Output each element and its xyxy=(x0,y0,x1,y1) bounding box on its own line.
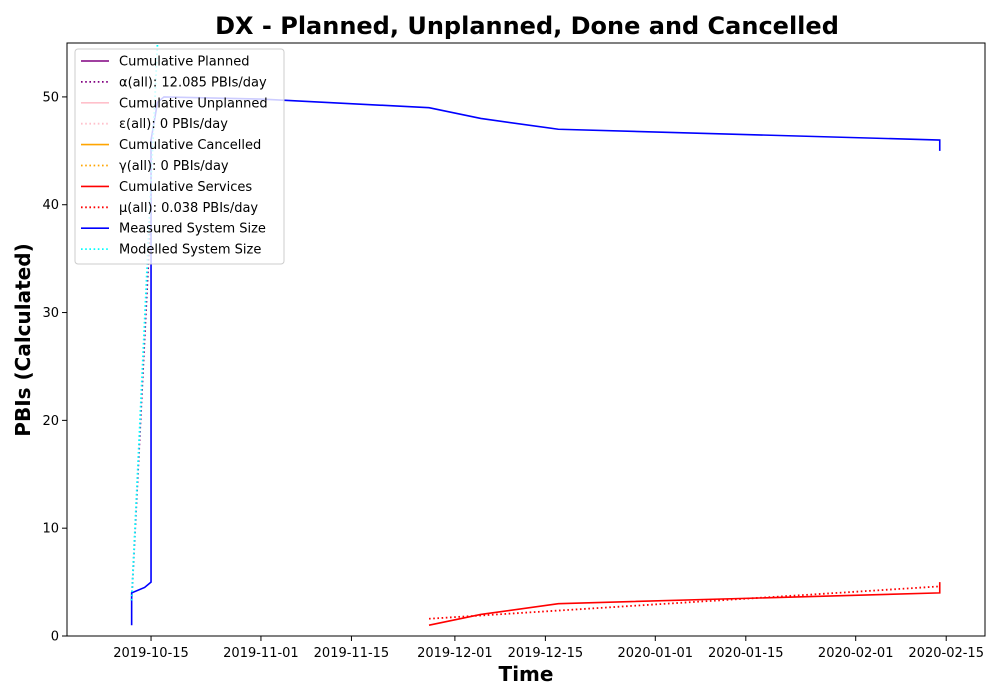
x-tick-label: 2019-11-15 xyxy=(314,646,390,661)
legend-label: Cumulative Planned xyxy=(119,55,249,70)
legend-label: γ(all): 0 PBIs/day xyxy=(119,159,229,174)
legend-label: Cumulative Unplanned xyxy=(119,96,268,111)
series-line-modelled-system-size xyxy=(130,43,159,601)
legend-label: Modelled System Size xyxy=(119,243,261,258)
legend: Cumulative Planned α(all): 12.085 PBIs/da… xyxy=(74,48,285,265)
plot-frame xyxy=(66,42,986,637)
x-tick-label: 2019-10-15 xyxy=(113,646,189,661)
x-tick-label: 2020-01-01 xyxy=(618,646,694,661)
y-tick-label: 30 xyxy=(42,306,59,321)
x-axis-label: Time xyxy=(499,662,554,686)
legend-label: Cumulative Cancelled xyxy=(119,138,261,153)
chart-title: DX - Planned, Unplanned, Done and Cancel… xyxy=(215,12,839,40)
legend-label: α(all): 12.085 PBIs/day xyxy=(119,75,267,90)
x-tick-label: 2020-01-15 xyxy=(708,646,784,661)
y-tick-label: 40 xyxy=(42,198,59,213)
axis-ticks: 2019-10-15 2019-11-01 2019-11-15 2019-12-01… xyxy=(42,90,984,661)
x-tick-label: 2020-02-01 xyxy=(818,646,894,661)
y-axis-label: PBIs (Calculated) xyxy=(11,243,35,436)
legend-label: μ(all): 0.038 PBIs/day xyxy=(119,201,258,216)
series-line-cumulative-services xyxy=(428,582,941,627)
y-tick-label: 0 xyxy=(51,630,59,645)
x-tick-label: 2019-12-15 xyxy=(508,646,584,661)
y-tick-label: 20 xyxy=(42,414,59,429)
x-tick-label: 2019-12-01 xyxy=(417,646,493,661)
x-tick-label: 2020-02-15 xyxy=(908,646,984,661)
y-tick-label: 10 xyxy=(42,522,59,537)
legend-label: ε(all): 0 PBIs/day xyxy=(119,117,228,132)
x-tick-label: 2019-11-01 xyxy=(223,646,299,661)
series-line-all-0-038-pbis-day xyxy=(428,585,940,620)
y-tick-label: 50 xyxy=(42,90,59,105)
legend-box xyxy=(74,48,285,265)
legend-label: Cumulative Services xyxy=(119,180,252,195)
legend-label: Measured System Size xyxy=(119,222,266,237)
